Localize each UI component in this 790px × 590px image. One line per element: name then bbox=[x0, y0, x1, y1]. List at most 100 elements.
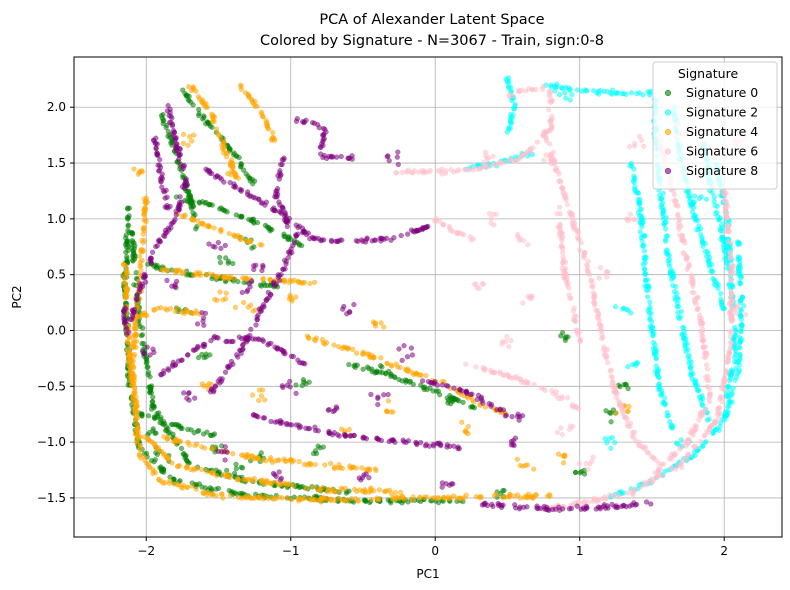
data-point bbox=[509, 414, 515, 420]
data-point bbox=[289, 497, 295, 503]
data-point bbox=[623, 504, 629, 510]
data-point bbox=[473, 281, 479, 287]
data-point bbox=[364, 351, 370, 357]
data-point bbox=[275, 191, 281, 198]
data-point bbox=[126, 329, 132, 336]
data-point bbox=[300, 377, 307, 383]
data-point bbox=[147, 256, 154, 262]
data-point bbox=[225, 276, 232, 282]
data-point bbox=[547, 118, 554, 124]
data-point bbox=[454, 168, 460, 174]
data-point bbox=[121, 318, 127, 324]
data-point bbox=[317, 144, 323, 150]
data-point bbox=[418, 440, 424, 446]
data-point bbox=[269, 459, 275, 466]
data-point bbox=[384, 488, 390, 494]
data-point bbox=[725, 359, 732, 365]
data-point bbox=[696, 195, 703, 202]
data-point bbox=[647, 304, 653, 310]
data-point bbox=[711, 198, 717, 204]
data-point bbox=[641, 143, 647, 150]
data-point bbox=[584, 505, 590, 511]
data-point bbox=[134, 296, 140, 302]
data-point bbox=[258, 393, 265, 399]
data-point bbox=[465, 424, 471, 430]
data-point bbox=[172, 216, 178, 223]
data-point bbox=[276, 176, 282, 182]
data-point bbox=[663, 226, 669, 232]
x-tick-label: −2 bbox=[137, 544, 155, 558]
data-point bbox=[230, 338, 236, 345]
data-point bbox=[132, 397, 138, 404]
data-point bbox=[251, 412, 257, 418]
data-point bbox=[702, 432, 708, 438]
data-point bbox=[529, 293, 536, 299]
data-point bbox=[368, 391, 374, 398]
data-point bbox=[217, 289, 223, 295]
data-point bbox=[379, 364, 385, 370]
data-point bbox=[520, 300, 526, 306]
data-point bbox=[635, 196, 641, 203]
data-point bbox=[454, 230, 460, 236]
data-point bbox=[693, 300, 699, 307]
data-point bbox=[186, 397, 192, 403]
data-point bbox=[185, 188, 192, 194]
data-point bbox=[587, 272, 593, 278]
data-point bbox=[694, 387, 700, 393]
data-point bbox=[239, 495, 245, 501]
data-point bbox=[577, 338, 584, 344]
data-point bbox=[644, 449, 651, 456]
data-point bbox=[633, 217, 639, 223]
data-point bbox=[590, 284, 596, 290]
data-point bbox=[504, 334, 510, 340]
data-point bbox=[338, 153, 344, 160]
data-point bbox=[241, 167, 247, 173]
data-point bbox=[127, 352, 133, 358]
data-point bbox=[348, 496, 355, 502]
data-point bbox=[692, 382, 699, 388]
data-point bbox=[479, 398, 485, 404]
data-point bbox=[608, 419, 614, 425]
data-point bbox=[289, 422, 295, 428]
data-point bbox=[167, 119, 173, 126]
data-point bbox=[202, 445, 208, 451]
data-point bbox=[145, 372, 151, 378]
data-point bbox=[252, 103, 258, 109]
data-point bbox=[672, 295, 678, 301]
data-point bbox=[355, 498, 362, 504]
data-point bbox=[398, 489, 404, 496]
data-point bbox=[395, 161, 401, 168]
data-point bbox=[131, 391, 137, 397]
data-point bbox=[217, 135, 224, 141]
data-point bbox=[130, 258, 136, 264]
data-point bbox=[612, 304, 619, 310]
data-point bbox=[192, 442, 198, 449]
data-point bbox=[505, 83, 512, 90]
x-tick-label: 2 bbox=[720, 544, 728, 558]
data-point bbox=[597, 506, 604, 512]
data-point bbox=[201, 315, 207, 321]
data-point bbox=[342, 432, 349, 438]
data-point bbox=[435, 441, 441, 447]
data-point bbox=[188, 198, 194, 204]
data-point bbox=[204, 429, 210, 435]
x-tick-label: 0 bbox=[431, 544, 439, 558]
data-point bbox=[214, 126, 220, 132]
data-point bbox=[724, 368, 730, 375]
data-point bbox=[635, 442, 642, 448]
data-point bbox=[310, 120, 316, 126]
data-point bbox=[699, 401, 705, 408]
data-point bbox=[224, 449, 230, 455]
data-point bbox=[651, 351, 658, 358]
data-point bbox=[549, 388, 555, 394]
data-point bbox=[284, 482, 290, 488]
data-point bbox=[691, 199, 697, 205]
data-point bbox=[124, 214, 130, 221]
data-point bbox=[638, 483, 645, 490]
data-point bbox=[643, 480, 650, 486]
data-point bbox=[340, 306, 346, 312]
data-point bbox=[488, 216, 494, 222]
data-point bbox=[195, 355, 202, 361]
data-point bbox=[724, 214, 730, 220]
data-point bbox=[568, 295, 574, 301]
